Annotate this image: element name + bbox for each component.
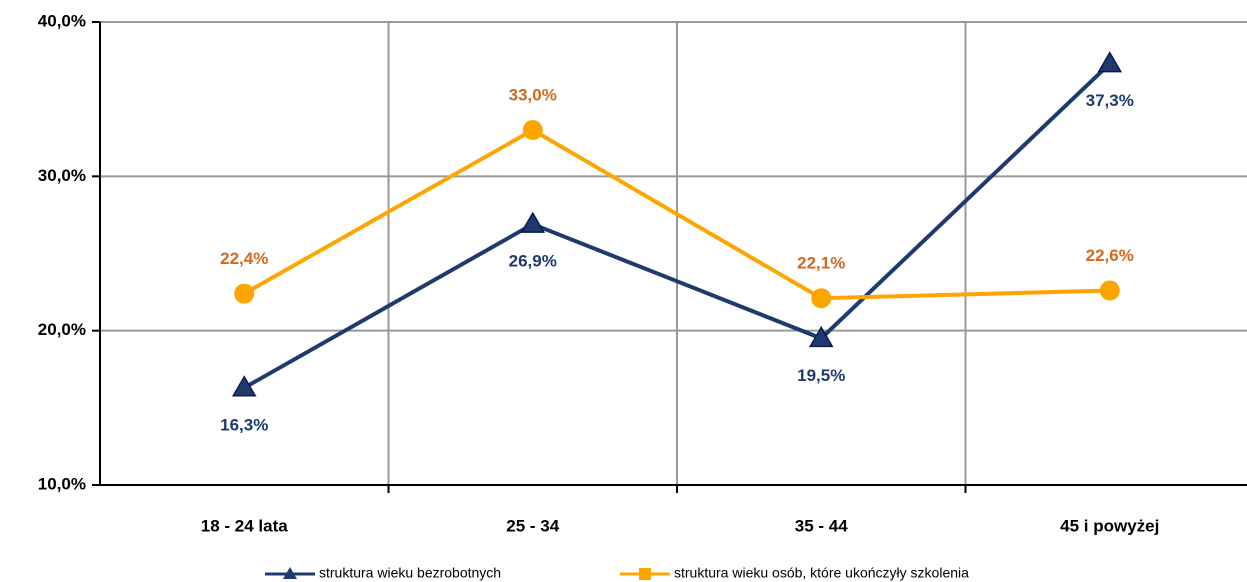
- data-label: 33,0%: [509, 86, 557, 105]
- x-tick-label: 25 - 34: [506, 516, 559, 535]
- data-point: [808, 325, 834, 348]
- legend-marker: [639, 568, 651, 580]
- data-label: 22,6%: [1086, 246, 1134, 265]
- y-tick-label: 30,0%: [38, 166, 86, 185]
- data-point: [1097, 51, 1123, 73]
- x-tick-label: 35 - 44: [795, 516, 848, 535]
- y-tick-label: 40,0%: [38, 11, 86, 30]
- series-line: [243, 127, 1110, 301]
- data-label: 37,3%: [1086, 91, 1134, 110]
- y-tick-label: 20,0%: [38, 320, 86, 339]
- data-label: 26,9%: [509, 252, 557, 271]
- data-label: 19,5%: [797, 366, 845, 385]
- legend-label: struktura wieku bezrobotnych: [319, 565, 501, 581]
- series-line: [243, 62, 1112, 390]
- data-point: [811, 288, 832, 309]
- data-point: [522, 120, 543, 141]
- data-point: [234, 283, 255, 304]
- legend-marker: [283, 567, 297, 579]
- data-label: 16,3%: [220, 415, 268, 434]
- data-point: [231, 375, 257, 397]
- data-point: [520, 211, 546, 233]
- data-point: [1099, 280, 1120, 301]
- y-tick-label: 10,0%: [38, 474, 86, 493]
- legend-label: struktura wieku osób, które ukończyły sz…: [674, 565, 969, 581]
- data-label: 22,4%: [220, 249, 268, 268]
- data-label: 22,1%: [797, 254, 845, 273]
- x-tick-label: 18 - 24 lata: [201, 516, 288, 535]
- x-tick-label: 45 i powyżej: [1060, 516, 1159, 535]
